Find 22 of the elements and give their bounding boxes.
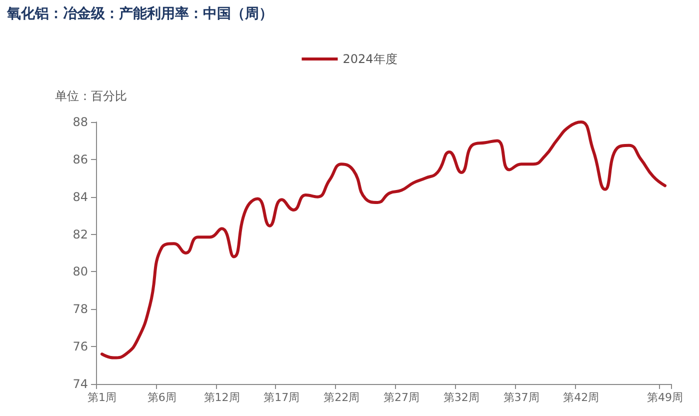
y-tick-label: 74 — [72, 377, 88, 391]
x-tick-label: 第49周 — [647, 391, 684, 404]
y-tick-label: 86 — [72, 152, 88, 166]
x-tick-label: 第6周 — [147, 391, 176, 404]
x-tick-label: 第22周 — [324, 391, 360, 404]
x-tick-label: 第12周 — [204, 391, 240, 404]
y-tick-label: 84 — [72, 190, 88, 204]
y-tick-label: 82 — [72, 227, 88, 242]
x-tick-label: 第42周 — [563, 391, 600, 404]
y-axis-title: 单位：百分比 — [55, 89, 127, 103]
x-tick-label: 第1周 — [87, 391, 116, 404]
chart-title: 氧化铝：冶金级：产能利用率：中国（周） — [6, 5, 273, 22]
legend-label: 2024年度 — [342, 52, 398, 66]
x-tick-label: 第17周 — [264, 391, 300, 404]
line-series — [100, 120, 667, 360]
x-tick-label: 第27周 — [383, 391, 420, 404]
y-tick-label: 78 — [72, 302, 88, 316]
x-tick-label: 第37周 — [503, 391, 540, 404]
y-tick-label: 88 — [72, 115, 88, 129]
x-tick-label: 第32周 — [443, 391, 480, 404]
y-tick-label: 80 — [72, 264, 88, 279]
y-tick-label: 76 — [72, 340, 88, 354]
